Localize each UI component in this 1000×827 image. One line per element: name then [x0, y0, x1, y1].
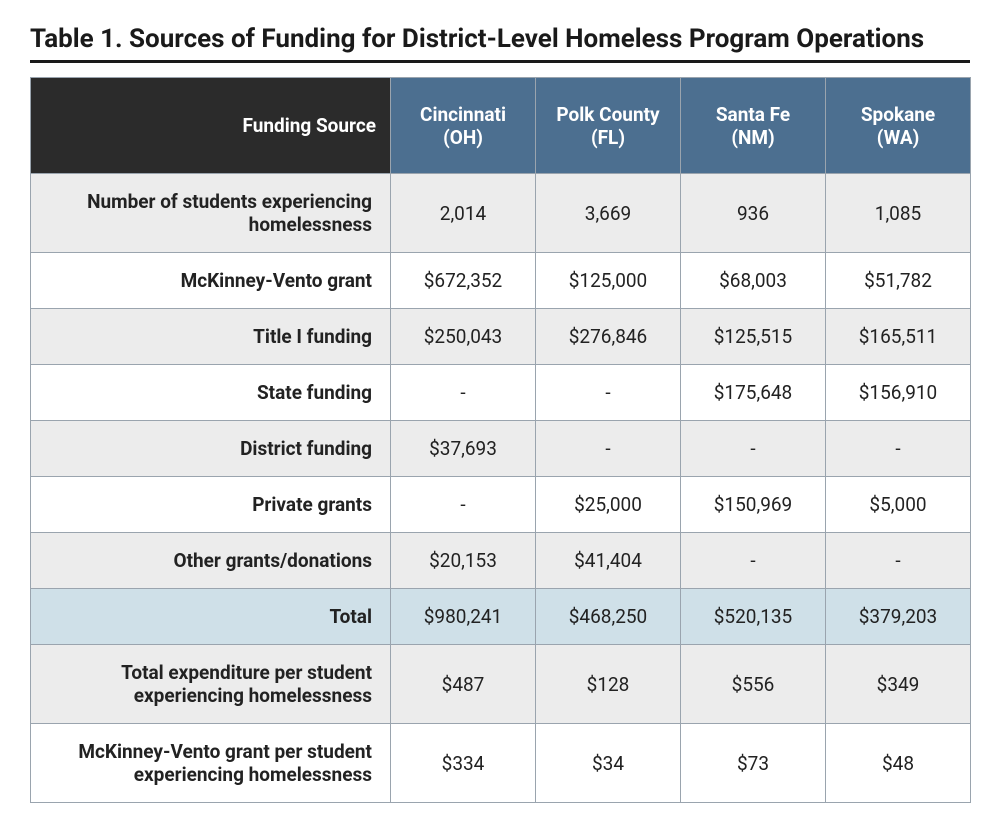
cell-value: -	[681, 533, 826, 589]
table-row: Private grants-$25,000$150,969$5,000	[31, 477, 971, 533]
cell-value: -	[536, 365, 681, 421]
cell-value: -	[391, 477, 536, 533]
row-label: McKinney-Vento grant	[31, 253, 391, 309]
table-row: Other grants/donations$20,153$41,404--	[31, 533, 971, 589]
cell-value: $334	[391, 724, 536, 803]
table-row: Total expenditure per student experienci…	[31, 645, 971, 724]
cell-value: $672,352	[391, 253, 536, 309]
cell-value: $379,203	[826, 589, 971, 645]
cell-value: $125,000	[536, 253, 681, 309]
cell-value: 1,085	[826, 174, 971, 253]
cell-value: $468,250	[536, 589, 681, 645]
cell-value: 2,014	[391, 174, 536, 253]
header-district: Spokane (WA)	[826, 78, 971, 174]
cell-value: $37,693	[391, 421, 536, 477]
table-row: State funding--$175,648$156,910	[31, 365, 971, 421]
row-label: McKinney-Vento grant per student experie…	[31, 724, 391, 803]
row-label: Private grants	[31, 477, 391, 533]
cell-value: $276,846	[536, 309, 681, 365]
cell-value: $487	[391, 645, 536, 724]
cell-value: -	[536, 421, 681, 477]
cell-value: $128	[536, 645, 681, 724]
cell-value: $980,241	[391, 589, 536, 645]
header-funding-source: Funding Source	[31, 78, 391, 174]
cell-value: $20,153	[391, 533, 536, 589]
table-title: Table 1. Sources of Funding for District…	[30, 24, 970, 63]
table-row: McKinney-Vento grant per student experie…	[31, 724, 971, 803]
cell-value: $556	[681, 645, 826, 724]
row-label: Title I funding	[31, 309, 391, 365]
cell-value: 3,669	[536, 174, 681, 253]
cell-value: -	[681, 421, 826, 477]
row-label: Other grants/donations	[31, 533, 391, 589]
row-label: Total expenditure per student experienci…	[31, 645, 391, 724]
cell-value: $34	[536, 724, 681, 803]
header-district: Polk County (FL)	[536, 78, 681, 174]
funding-table: Funding Source Cincinnati (OH) Polk Coun…	[30, 77, 971, 803]
cell-value: $51,782	[826, 253, 971, 309]
cell-value: $25,000	[536, 477, 681, 533]
table-row: District funding$37,693---	[31, 421, 971, 477]
header-district: Santa Fe (NM)	[681, 78, 826, 174]
cell-value: $250,043	[391, 309, 536, 365]
cell-value: $5,000	[826, 477, 971, 533]
row-label: Total	[31, 589, 391, 645]
cell-value: -	[391, 365, 536, 421]
cell-value: -	[826, 533, 971, 589]
row-label: State funding	[31, 365, 391, 421]
row-label: Number of students experiencing homeless…	[31, 174, 391, 253]
cell-value: $520,135	[681, 589, 826, 645]
table-header-row: Funding Source Cincinnati (OH) Polk Coun…	[31, 78, 971, 174]
row-label: District funding	[31, 421, 391, 477]
table-body: Number of students experiencing homeless…	[31, 174, 971, 803]
cell-value: $156,910	[826, 365, 971, 421]
cell-value: $150,969	[681, 477, 826, 533]
cell-value: $48	[826, 724, 971, 803]
cell-value: $68,003	[681, 253, 826, 309]
cell-value: -	[826, 421, 971, 477]
table-row: McKinney-Vento grant$672,352$125,000$68,…	[31, 253, 971, 309]
cell-value: 936	[681, 174, 826, 253]
cell-value: $41,404	[536, 533, 681, 589]
table-row: Number of students experiencing homeless…	[31, 174, 971, 253]
table-row: Title I funding$250,043$276,846$125,515$…	[31, 309, 971, 365]
cell-value: $73	[681, 724, 826, 803]
table-row: Total$980,241$468,250$520,135$379,203	[31, 589, 971, 645]
header-district: Cincinnati (OH)	[391, 78, 536, 174]
cell-value: $165,511	[826, 309, 971, 365]
cell-value: $349	[826, 645, 971, 724]
cell-value: $125,515	[681, 309, 826, 365]
cell-value: $175,648	[681, 365, 826, 421]
